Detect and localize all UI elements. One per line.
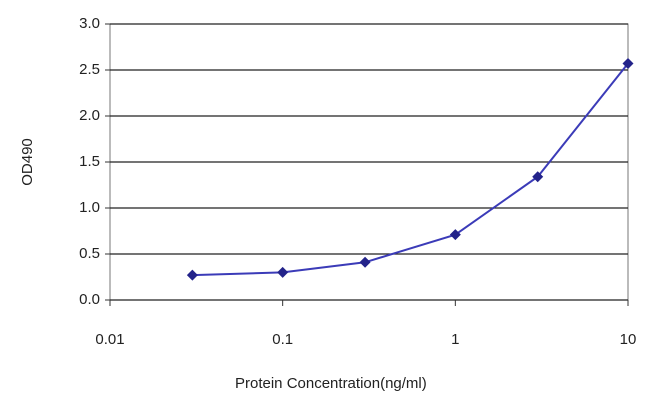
y-tick-label: 2.0: [79, 107, 100, 124]
x-tick-label: 0.01: [95, 331, 124, 348]
y-tick-label: 1.0: [79, 199, 100, 216]
data-point: [449, 229, 461, 241]
data-point: [622, 58, 634, 70]
x-tick-label: 0.1: [272, 331, 293, 348]
data-point: [359, 256, 371, 268]
data-point: [277, 266, 289, 278]
y-axis-label: OD490: [19, 138, 36, 186]
x-axis-label: Protein Concentration(ng/ml): [235, 375, 427, 392]
x-tick-label: 1: [451, 331, 459, 348]
y-tick-label: 1.5: [79, 153, 100, 170]
y-tick-label: 3.0: [79, 15, 100, 32]
y-tick-label: 0.0: [79, 291, 100, 308]
data-point: [186, 269, 198, 281]
data-line: [192, 62, 629, 277]
y-tick-label: 0.5: [79, 245, 100, 262]
y-tick-label: 2.5: [79, 61, 100, 78]
data-point: [532, 171, 544, 183]
x-tick-label: 10: [620, 331, 637, 348]
